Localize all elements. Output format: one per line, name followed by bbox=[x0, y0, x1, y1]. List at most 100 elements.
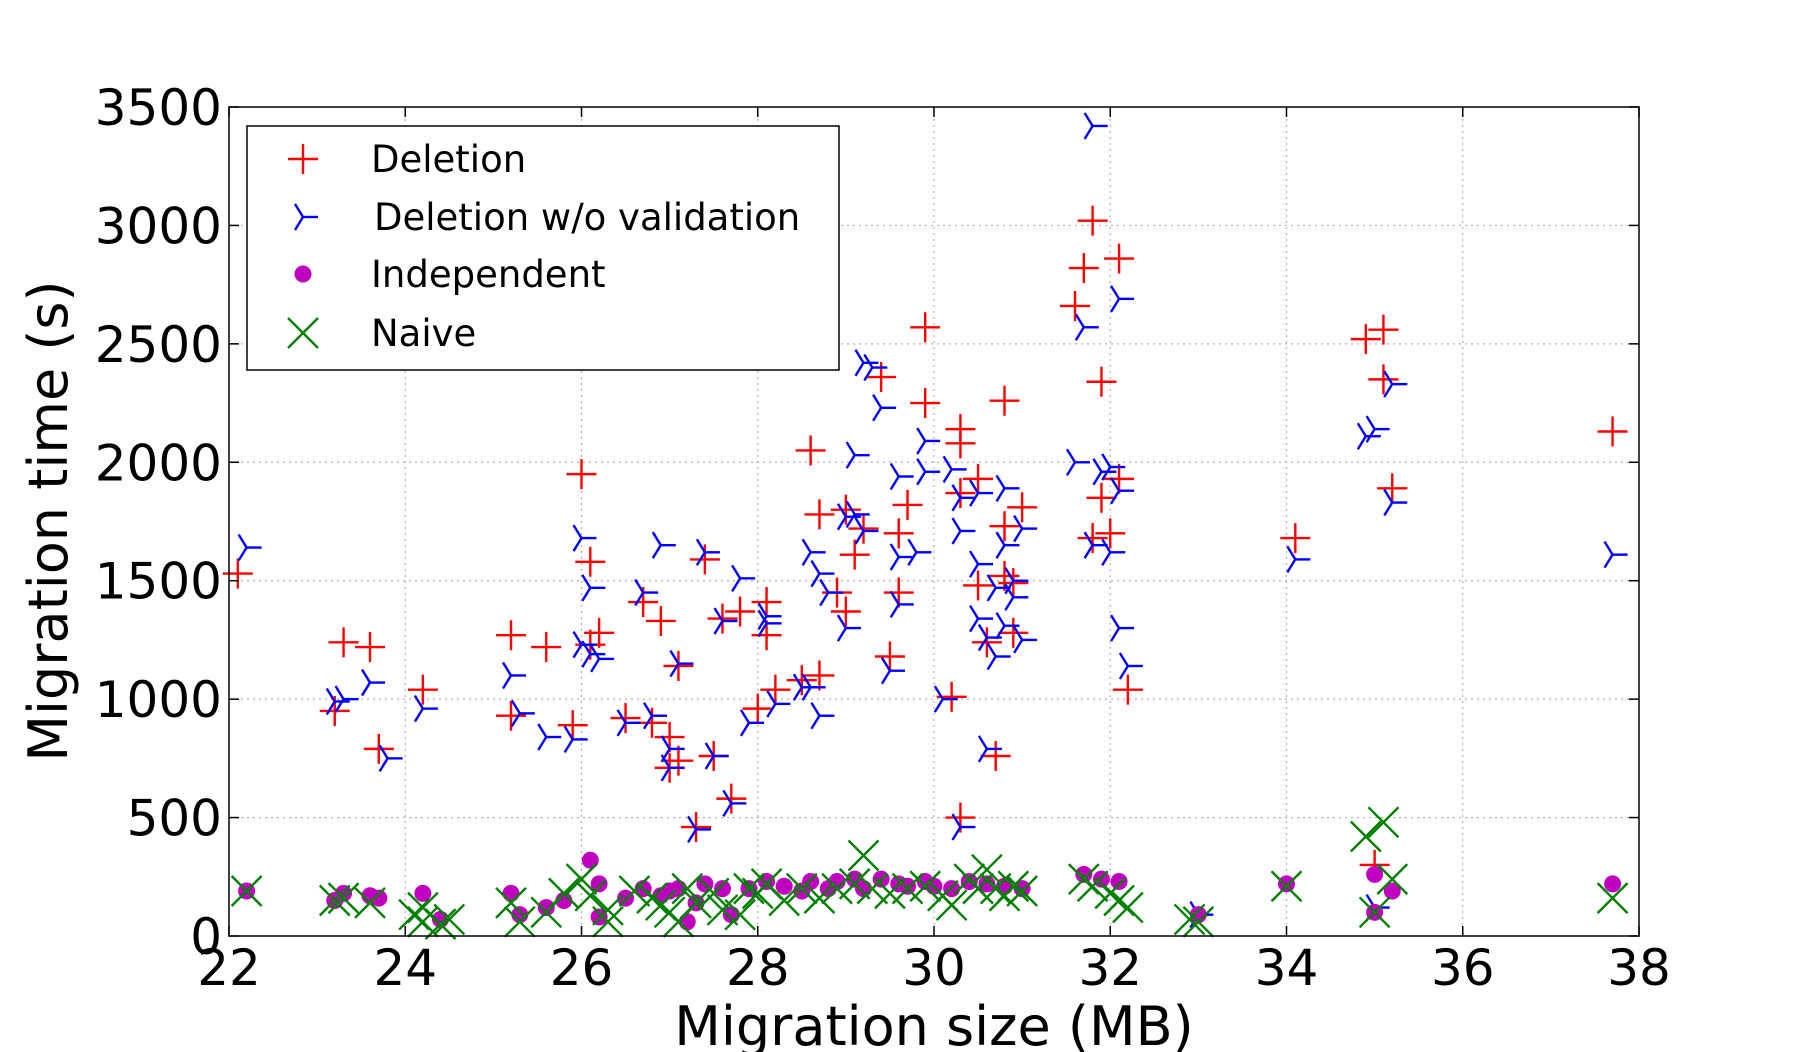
data-point bbox=[1092, 458, 1117, 486]
data-point bbox=[563, 725, 588, 754]
data-point bbox=[660, 735, 685, 763]
data-point bbox=[909, 870, 942, 903]
data-point bbox=[1103, 884, 1135, 917]
data-point bbox=[592, 894, 624, 926]
data-point bbox=[1112, 674, 1143, 705]
data-point bbox=[1086, 482, 1117, 513]
data-point bbox=[230, 875, 263, 907]
data-point bbox=[537, 899, 555, 917]
data-point bbox=[998, 568, 1029, 599]
y-tick-label: 0 bbox=[190, 908, 222, 966]
data-point bbox=[742, 693, 773, 724]
data-point bbox=[889, 462, 914, 491]
data-point bbox=[998, 617, 1029, 648]
data-point bbox=[1104, 243, 1135, 274]
data-point bbox=[1110, 614, 1135, 642]
x-tick-label: 26 bbox=[550, 939, 614, 997]
legend-marker bbox=[294, 265, 312, 283]
legend-marker bbox=[293, 203, 318, 231]
data-point bbox=[935, 889, 968, 922]
data-point bbox=[951, 517, 976, 545]
y-tick-label: 500 bbox=[127, 790, 222, 848]
data-point bbox=[804, 499, 835, 530]
data-point bbox=[398, 898, 430, 931]
data-point bbox=[1110, 873, 1128, 891]
data-point bbox=[945, 414, 976, 445]
data-point bbox=[801, 538, 826, 566]
data-point bbox=[854, 349, 879, 377]
data-point bbox=[768, 884, 801, 917]
data-point bbox=[821, 872, 853, 905]
data-point bbox=[997, 870, 1030, 903]
data-point bbox=[892, 489, 923, 520]
data-point bbox=[581, 851, 599, 869]
data-point bbox=[1077, 523, 1108, 554]
data-point bbox=[986, 642, 1011, 671]
data-point bbox=[969, 604, 994, 633]
data-point bbox=[1280, 523, 1311, 554]
data-point bbox=[531, 632, 562, 663]
data-point bbox=[678, 913, 696, 931]
data-point bbox=[355, 632, 385, 663]
data-point bbox=[1112, 891, 1144, 924]
data-point bbox=[592, 905, 624, 938]
data-point bbox=[989, 385, 1020, 416]
data-point bbox=[575, 546, 606, 577]
data-point bbox=[1286, 545, 1311, 574]
data-point bbox=[1356, 422, 1381, 450]
data-point bbox=[1597, 416, 1628, 447]
series-deletion bbox=[222, 205, 1628, 880]
data-point bbox=[1110, 285, 1135, 313]
series-deletion-w-o-validation bbox=[237, 112, 1628, 929]
data-point bbox=[537, 723, 562, 751]
data-point bbox=[951, 813, 976, 841]
data-point bbox=[1101, 453, 1126, 481]
data-point bbox=[1366, 865, 1384, 883]
legend-label-deletion: Deletion bbox=[371, 138, 526, 181]
data-point bbox=[916, 427, 941, 455]
data-point bbox=[590, 645, 615, 673]
data-point bbox=[1358, 896, 1391, 929]
data-point bbox=[810, 559, 835, 588]
data-point bbox=[548, 877, 580, 910]
data-point bbox=[1083, 112, 1108, 140]
data-point bbox=[1074, 313, 1099, 341]
data-point bbox=[1094, 877, 1127, 910]
data-point bbox=[725, 596, 756, 627]
data-point bbox=[910, 388, 941, 419]
data-point bbox=[335, 884, 353, 902]
data-point bbox=[713, 607, 738, 635]
data-point bbox=[707, 603, 738, 634]
data-point bbox=[1349, 820, 1382, 853]
data-point bbox=[1004, 583, 1029, 611]
data-point bbox=[334, 685, 359, 713]
data-point bbox=[1068, 253, 1099, 284]
y-tick-label: 1500 bbox=[95, 553, 222, 611]
legend-frame bbox=[246, 125, 840, 371]
data-point bbox=[1101, 538, 1126, 566]
data-point bbox=[910, 312, 941, 343]
data-point bbox=[995, 474, 1020, 502]
data-point bbox=[663, 650, 694, 681]
data-point bbox=[1065, 448, 1090, 476]
data-point bbox=[839, 539, 870, 570]
data-point bbox=[687, 815, 712, 844]
data-point bbox=[1376, 863, 1409, 896]
data-point bbox=[757, 602, 782, 630]
data-point bbox=[501, 661, 526, 690]
data-point bbox=[502, 884, 520, 902]
data-point bbox=[916, 458, 941, 486]
data-point bbox=[883, 518, 914, 549]
data-point bbox=[722, 789, 747, 817]
data-point bbox=[354, 886, 386, 919]
data-point bbox=[830, 494, 861, 525]
data-point bbox=[1604, 875, 1622, 893]
data-point bbox=[995, 612, 1020, 640]
y-axis-label: Migration time (s) bbox=[17, 280, 80, 761]
data-point bbox=[863, 353, 888, 382]
data-point bbox=[786, 665, 817, 696]
data-point bbox=[637, 707, 667, 738]
data-point bbox=[651, 531, 676, 559]
data-point bbox=[977, 735, 1002, 763]
data-point bbox=[1596, 882, 1629, 914]
